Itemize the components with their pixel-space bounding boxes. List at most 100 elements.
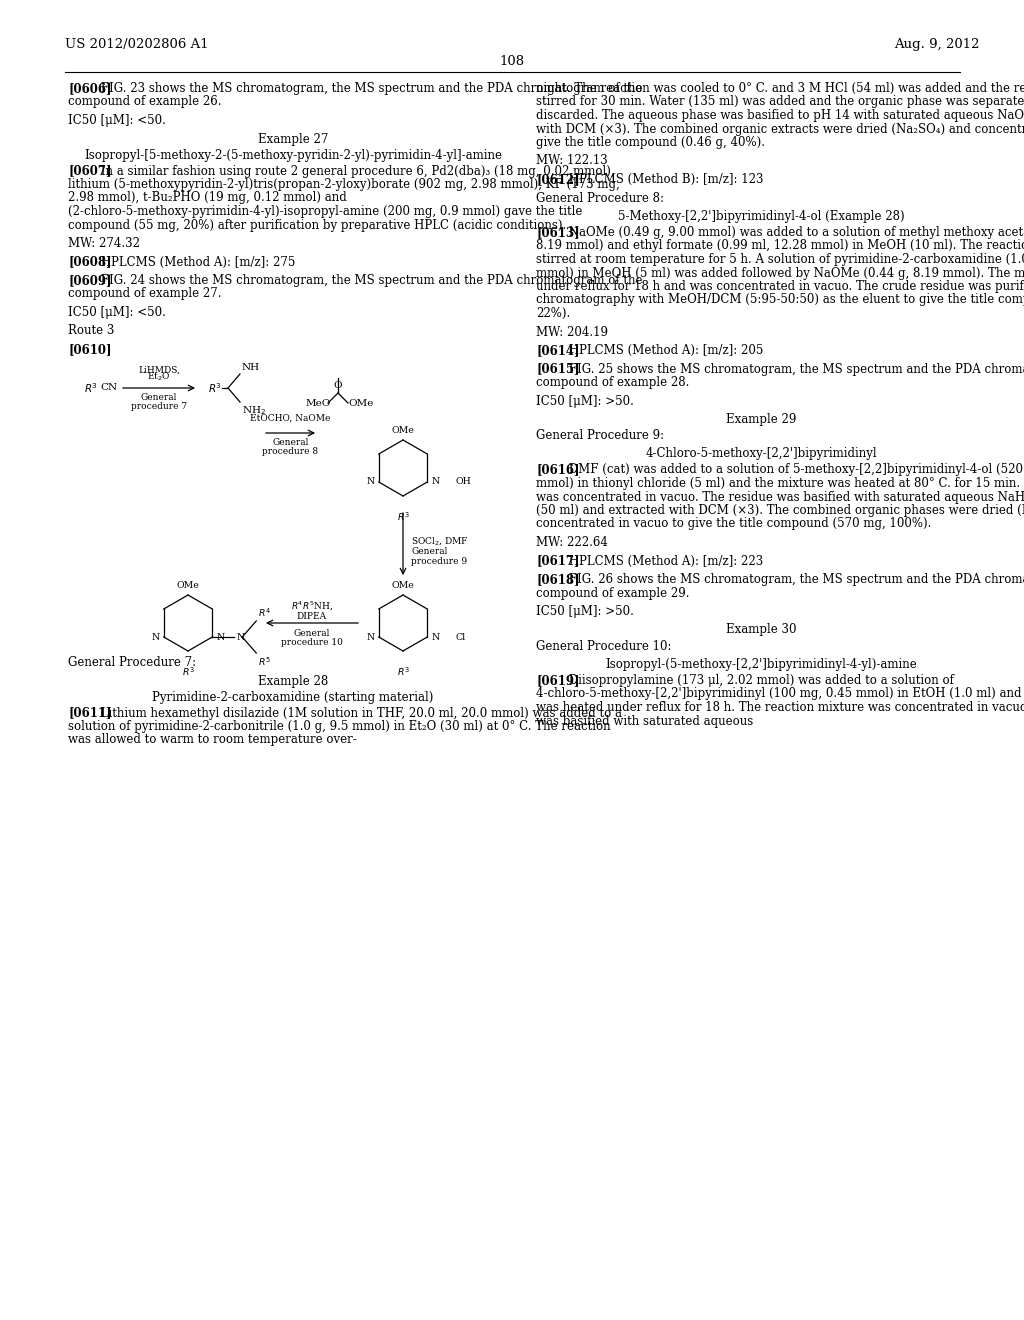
Text: Example 27: Example 27 [258, 132, 328, 145]
Text: General Procedure 7:: General Procedure 7: [68, 656, 197, 669]
Text: N: N [367, 632, 375, 642]
Text: OMe: OMe [391, 426, 415, 436]
Text: Example 28: Example 28 [258, 675, 328, 688]
Text: (50 ml) and extracted with DCM (×3). The combined organic phases were dried (Na₂: (50 ml) and extracted with DCM (×3). The… [536, 504, 1024, 517]
Text: compound of example 28.: compound of example 28. [536, 376, 689, 389]
Text: [0612]: [0612] [536, 173, 580, 186]
Text: procedure 8: procedure 8 [262, 447, 318, 455]
Text: was heated under reflux for 18 h. The reaction mixture was concentrated in vacuo: was heated under reflux for 18 h. The re… [536, 701, 1024, 714]
Text: Diisopropylamine (173 μl, 2.02 mmol) was added to a solution of: Diisopropylamine (173 μl, 2.02 mmol) was… [565, 675, 953, 686]
Text: [0618]: [0618] [536, 573, 580, 586]
Text: 8.19 mmol) and ethyl formate (0.99 ml, 12.28 mmol) in MeOH (10 ml). The reaction: 8.19 mmol) and ethyl formate (0.99 ml, 1… [536, 239, 1024, 252]
Text: Aug. 9, 2012: Aug. 9, 2012 [895, 38, 980, 51]
Text: [0606]: [0606] [68, 82, 112, 95]
Text: solution of pyrimidine-2-carbonitrile (1.0 g, 9.5 mmol) in Et₂O (30 ml) at 0° C.: solution of pyrimidine-2-carbonitrile (1… [68, 719, 610, 733]
Text: MW: 122.13: MW: 122.13 [536, 154, 608, 168]
Text: O: O [334, 381, 342, 391]
Text: Et$_2$O: Et$_2$O [147, 371, 171, 383]
Text: [0607]: [0607] [68, 165, 112, 177]
Text: [0616]: [0616] [536, 463, 580, 477]
Text: IC50 [μM]: >50.: IC50 [μM]: >50. [536, 395, 634, 408]
Text: N: N [216, 632, 224, 642]
Text: OMe: OMe [176, 581, 200, 590]
Text: Pyrimidine-2-carboxamidine (starting material): Pyrimidine-2-carboxamidine (starting mat… [153, 690, 434, 704]
Text: $\mathit{R}^3$: $\mathit{R}^3$ [396, 665, 410, 677]
Text: HPLCMS (Method A): [m/z]: 205: HPLCMS (Method A): [m/z]: 205 [565, 345, 763, 356]
Text: N: N [152, 632, 160, 642]
Text: Cl: Cl [456, 632, 466, 642]
Text: [0608]: [0608] [68, 256, 112, 268]
Text: NaOMe (0.49 g, 9.00 mmol) was added to a solution of methyl methoxy acetate (0.8: NaOMe (0.49 g, 9.00 mmol) was added to a… [565, 226, 1024, 239]
Text: procedure 9: procedure 9 [411, 557, 467, 565]
Text: FIG. 25 shows the MS chromatogram, the MS spectrum and the PDA chromatogram of t: FIG. 25 shows the MS chromatogram, the M… [565, 363, 1024, 375]
Text: [0617]: [0617] [536, 554, 580, 568]
Text: N: N [237, 632, 245, 642]
Text: OH: OH [456, 478, 471, 487]
Text: was allowed to warm to room temperature over-: was allowed to warm to room temperature … [68, 734, 356, 747]
Text: MeO: MeO [306, 399, 332, 408]
Text: IC50 [μM]: >50.: IC50 [μM]: >50. [536, 605, 634, 618]
Text: give the title compound (0.46 g, 40%).: give the title compound (0.46 g, 40%). [536, 136, 765, 149]
Text: N: N [431, 478, 439, 487]
Text: with DCM (×3). The combined organic extracts were dried (Na₂SO₄) and concentrate: with DCM (×3). The combined organic extr… [536, 123, 1024, 136]
Text: $R^4$: $R^4$ [258, 606, 271, 619]
Text: IC50 [μM]: <50.: IC50 [μM]: <50. [68, 114, 166, 127]
Text: $\mathit{R}^3$: $\mathit{R}^3$ [84, 381, 98, 395]
Text: was basified with saturated aqueous: was basified with saturated aqueous [536, 714, 754, 727]
Text: (2-chloro-5-methoxy-pyrimidin-4-yl)-isopropyl-amine (200 mg, 0.9 mmol) gave the : (2-chloro-5-methoxy-pyrimidin-4-yl)-isop… [68, 205, 583, 218]
Text: procedure 10: procedure 10 [281, 638, 343, 647]
Text: $R^4R^5$NH,: $R^4R^5$NH, [291, 601, 333, 612]
Text: MW: 222.64: MW: 222.64 [536, 536, 608, 549]
Text: DMF (cat) was added to a solution of 5-methoxy-[2,2]bipyrimidinyl-4-ol (520 mg, : DMF (cat) was added to a solution of 5-m… [565, 463, 1024, 477]
Text: $R^5$: $R^5$ [258, 655, 271, 668]
Text: $\mathit{R}^3$: $\mathit{R}^3$ [181, 665, 195, 677]
Text: $\mathit{R}^3$: $\mathit{R}^3$ [208, 381, 222, 395]
Text: FIG. 24 shows the MS chromatogram, the MS spectrum and the PDA chromatogram of t: FIG. 24 shows the MS chromatogram, the M… [97, 275, 642, 286]
Text: MW: 274.32: MW: 274.32 [68, 238, 140, 249]
Text: MW: 204.19: MW: 204.19 [536, 326, 608, 338]
Text: N: N [431, 632, 439, 642]
Text: [0609]: [0609] [68, 275, 112, 286]
Text: compound (55 mg, 20%) after purification by preparative HPLC (acidic conditions): compound (55 mg, 20%) after purification… [68, 219, 566, 231]
Text: Route 3: Route 3 [68, 325, 115, 338]
Text: OMe: OMe [348, 399, 374, 408]
Text: 4-chloro-5-methoxy-[2,2']bipyrimidinyl (100 mg, 0.45 mmol) in EtOH (1.0 ml) and : 4-chloro-5-methoxy-[2,2']bipyrimidinyl (… [536, 688, 1024, 701]
Text: FIG. 26 shows the MS chromatogram, the MS spectrum and the PDA chromatogram of t: FIG. 26 shows the MS chromatogram, the M… [565, 573, 1024, 586]
Text: [0619]: [0619] [536, 675, 580, 686]
Text: General: General [411, 546, 447, 556]
Text: General: General [294, 630, 330, 638]
Text: General Procedure 9:: General Procedure 9: [536, 429, 665, 442]
Text: $\mathit{R}^3$: $\mathit{R}^3$ [396, 510, 410, 523]
Text: In a similar fashion using route 2 general procedure 6, Pd2(dba)₃ (18 mg, 0.02 m: In a similar fashion using route 2 gener… [97, 165, 614, 177]
Text: 2.98 mmol), t-Bu₂PHO (19 mg, 0.12 mmol) and: 2.98 mmol), t-Bu₂PHO (19 mg, 0.12 mmol) … [68, 191, 347, 205]
Text: IC50 [μM]: <50.: IC50 [μM]: <50. [68, 306, 166, 319]
Text: FIG. 23 shows the MS chromatogram, the MS spectrum and the PDA chromatogram of t: FIG. 23 shows the MS chromatogram, the M… [97, 82, 642, 95]
Text: Isopropyl-[5-methoxy-2-(5-methoxy-pyridin-2-yl)-pyrimidin-4-yl]-amine: Isopropyl-[5-methoxy-2-(5-methoxy-pyridi… [84, 149, 502, 161]
Text: chromatography with MeOH/DCM (5:95-50:50) as the eluent to give the title compou: chromatography with MeOH/DCM (5:95-50:50… [536, 293, 1024, 306]
Text: was concentrated in vacuo. The residue was basified with saturated aqueous NaHCO: was concentrated in vacuo. The residue w… [536, 491, 1024, 503]
Text: under reflux for 18 h and was concentrated in vacuo. The crude residue was purif: under reflux for 18 h and was concentrat… [536, 280, 1024, 293]
Text: NH$_2$: NH$_2$ [242, 404, 266, 417]
Text: SOCl$_2$, DMF: SOCl$_2$, DMF [411, 535, 469, 546]
Text: LiHMDS,: LiHMDS, [138, 366, 180, 375]
Text: General: General [272, 438, 308, 447]
Text: stirred for 30 min. Water (135 ml) was added and the organic phase was separated: stirred for 30 min. Water (135 ml) was a… [536, 95, 1024, 108]
Text: concentrated in vacuo to give the title compound (570 mg, 100%).: concentrated in vacuo to give the title … [536, 517, 932, 531]
Text: procedure 7: procedure 7 [131, 403, 187, 411]
Text: NH: NH [242, 363, 260, 372]
Text: HPLCMS (Method B): [m/z]: 123: HPLCMS (Method B): [m/z]: 123 [565, 173, 764, 186]
Text: US 2012/0202806 A1: US 2012/0202806 A1 [65, 38, 209, 51]
Text: stirred at room temperature for 5 h. A solution of pyrimidine-2-carboxamidine (1: stirred at room temperature for 5 h. A s… [536, 253, 1024, 267]
Text: DIPEA: DIPEA [297, 612, 327, 620]
Text: mmol) in MeOH (5 ml) was added followed by NaOMe (0.44 g, 8.19 mmol). The mixtur: mmol) in MeOH (5 ml) was added followed … [536, 267, 1024, 280]
Text: 5-Methoxy-[2,2']bipyrimidinyl-4-ol (Example 28): 5-Methoxy-[2,2']bipyrimidinyl-4-ol (Exam… [617, 210, 904, 223]
Text: Isopropyl-(5-methoxy-[2,2']bipyrimidinyl-4-yl)-amine: Isopropyl-(5-methoxy-[2,2']bipyrimidinyl… [605, 657, 916, 671]
Text: General: General [141, 393, 177, 403]
Text: N: N [367, 478, 375, 487]
Text: General Procedure 10:: General Procedure 10: [536, 639, 672, 652]
Text: [0611]: [0611] [68, 706, 112, 719]
Text: compound of example 26.: compound of example 26. [68, 95, 221, 108]
Text: discarded. The aqueous phase was basified to pH 14 with saturated aqueous NaOH a: discarded. The aqueous phase was basifie… [536, 110, 1024, 121]
Text: mmol) in thionyl chloride (5 ml) and the mixture was heated at 80° C. for 15 min: mmol) in thionyl chloride (5 ml) and the… [536, 477, 1024, 490]
Text: Lithium hexamethyl disilazide (1M solution in THF, 20.0 ml, 20.0 mmol) was added: Lithium hexamethyl disilazide (1M soluti… [97, 706, 622, 719]
